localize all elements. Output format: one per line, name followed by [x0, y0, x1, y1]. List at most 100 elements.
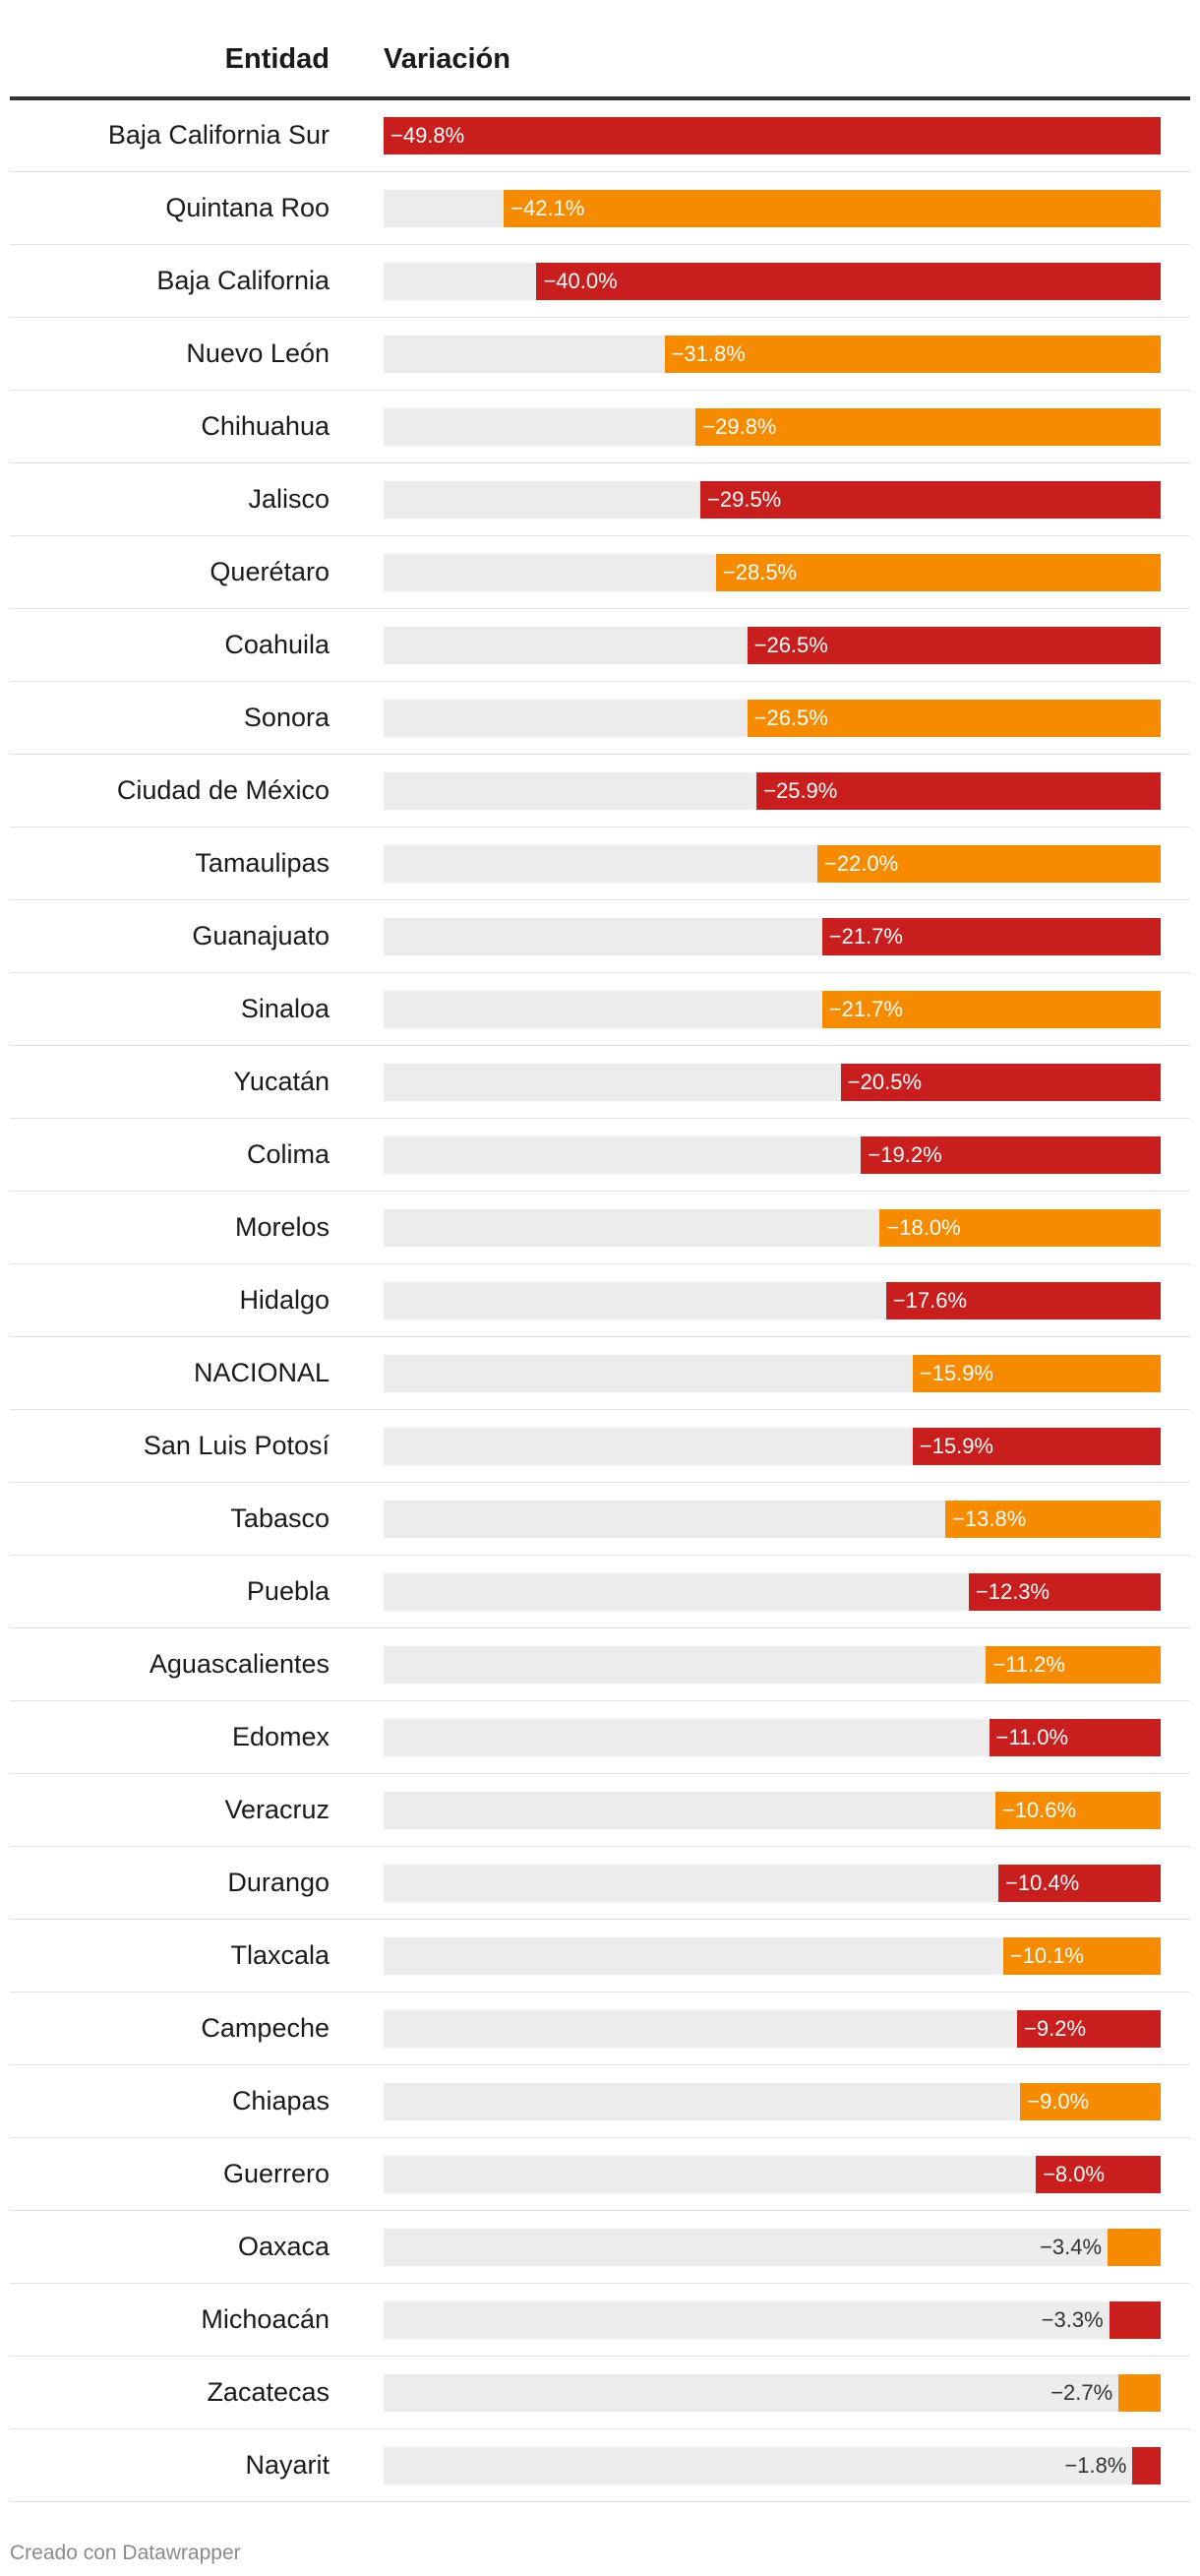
value-label: −11.0% — [995, 1725, 1069, 1749]
value-label: −29.8% — [702, 414, 777, 439]
bar — [912, 1428, 1161, 1465]
bar — [821, 918, 1161, 955]
bar — [821, 991, 1161, 1028]
value-label: −3.4% — [1040, 2235, 1103, 2259]
bar — [998, 1865, 1161, 1902]
bar-track: −29.5% — [384, 481, 1161, 519]
bar — [1002, 1937, 1161, 1975]
bar-track: −42.1% — [384, 190, 1161, 227]
bar-track: −19.2% — [384, 1136, 1161, 1174]
table-row: Hidalgo −17.6% — [10, 1264, 1190, 1337]
row-label: Hidalgo — [239, 1285, 330, 1315]
row-label: Campeche — [201, 2013, 330, 2043]
bar-track: −10.4% — [384, 1865, 1161, 1902]
table-row: Durango −10.4% — [10, 1847, 1190, 1920]
row-label: Oaxaca — [237, 2232, 330, 2261]
table-row: Oaxaca −3.4% — [10, 2211, 1190, 2284]
bar — [756, 772, 1161, 810]
table-row: Guanajuato −21.7% — [10, 900, 1190, 973]
bar — [1109, 2301, 1161, 2339]
value-label: −13.8% — [952, 1506, 1027, 1531]
row-label: Baja California — [156, 266, 330, 295]
bar-track: −11.0% — [384, 1719, 1161, 1756]
value-label: −31.8% — [671, 341, 746, 366]
value-label: −8.0% — [1043, 2162, 1106, 2186]
bar — [968, 1573, 1161, 1611]
bar-track: −10.6% — [384, 1792, 1161, 1829]
bar — [384, 117, 1161, 154]
row-label: Colima — [246, 1139, 330, 1169]
bar-track: −28.5% — [384, 554, 1161, 591]
bar-track: −9.2% — [384, 2010, 1161, 2048]
row-label: Guanajuato — [192, 921, 330, 951]
row-label: Quintana Roo — [165, 193, 330, 222]
value-label: −26.5% — [753, 633, 828, 657]
bar-track: −49.8% — [384, 117, 1161, 154]
table-row: NACIONAL −15.9% — [10, 1337, 1190, 1410]
value-label: −15.9% — [919, 1434, 993, 1458]
value-label: −18.0% — [886, 1215, 961, 1240]
value-label: −19.2% — [868, 1142, 942, 1167]
bar — [715, 554, 1161, 591]
bar — [504, 190, 1161, 227]
footer-credit: Creado con Datawrapper — [10, 2542, 241, 2564]
row-label: Aguascalientes — [149, 1649, 330, 1679]
row-label: Nuevo León — [186, 338, 330, 368]
table-row: San Luis Potosí −15.9% — [10, 1410, 1190, 1483]
table-header: Entidad Variación — [10, 39, 1190, 100]
table-row: Aguascalientes −11.2% — [10, 1628, 1190, 1701]
table-row: Campeche −9.2% — [10, 1993, 1190, 2065]
bar-track: −21.7% — [384, 918, 1161, 955]
bar — [1017, 2010, 1161, 2048]
bar-track: −1.8% — [384, 2447, 1161, 2484]
row-label: Sonora — [243, 703, 330, 732]
value-label: −11.2% — [992, 1652, 1065, 1677]
value-label: −9.2% — [1024, 2016, 1087, 2041]
row-label: Yucatán — [233, 1067, 330, 1096]
value-label: −40.0% — [543, 269, 618, 293]
bar-track: −25.9% — [384, 772, 1161, 810]
table-row: Baja California −40.0% — [10, 245, 1190, 318]
bar-track: −2.7% — [384, 2374, 1161, 2412]
value-label: −20.5% — [847, 1070, 923, 1094]
row-label: Coahuila — [224, 630, 330, 659]
value-label: −10.4% — [1005, 1871, 1080, 1895]
bar — [1108, 2229, 1161, 2266]
row-label: Puebla — [246, 1576, 330, 1606]
table-row: Sinaloa −21.7% — [10, 973, 1190, 1046]
row-label: Guerrero — [222, 2159, 330, 2188]
table-row: Guerrero −8.0% — [10, 2138, 1190, 2211]
bar-track: −21.7% — [384, 991, 1161, 1028]
value-label: −22.0% — [824, 851, 899, 876]
row-label: Jalisco — [248, 484, 330, 514]
bar — [817, 845, 1161, 883]
bar-track: −26.5% — [384, 700, 1161, 737]
bar-track: −10.1% — [384, 1937, 1161, 1975]
bar — [861, 1136, 1161, 1174]
bar-track: −18.0% — [384, 1209, 1161, 1247]
row-label: Tamaulipas — [195, 848, 330, 878]
table-row: Ciudad de México −25.9% — [10, 755, 1190, 828]
table-row: Tabasco −13.8% — [10, 1483, 1190, 1556]
row-label: Tabasco — [230, 1503, 330, 1533]
row-label: Michoacán — [201, 2304, 330, 2334]
table-row: Nuevo León −31.8% — [10, 318, 1190, 391]
bar — [879, 1209, 1161, 1247]
bar — [1020, 2083, 1161, 2120]
bar-track: −40.0% — [384, 263, 1161, 300]
value-label: −2.7% — [1050, 2380, 1113, 2405]
row-label: Baja California Sur — [107, 120, 330, 150]
bar-track: −11.2% — [384, 1646, 1161, 1684]
bar — [986, 1646, 1161, 1684]
table-row: Nayarit −1.8% — [10, 2429, 1190, 2502]
bar-track: −8.0% — [384, 2156, 1161, 2193]
table-row: Morelos −18.0% — [10, 1192, 1190, 1264]
bar — [840, 1064, 1161, 1101]
bar — [1118, 2374, 1161, 2412]
value-label: −3.3% — [1041, 2307, 1104, 2332]
table-row: Tlaxcala −10.1% — [10, 1920, 1190, 1993]
bar-track: −3.4% — [384, 2229, 1161, 2266]
row-label: Nayarit — [245, 2450, 330, 2480]
bar — [989, 1719, 1161, 1756]
bar-track: −15.9% — [384, 1355, 1161, 1392]
